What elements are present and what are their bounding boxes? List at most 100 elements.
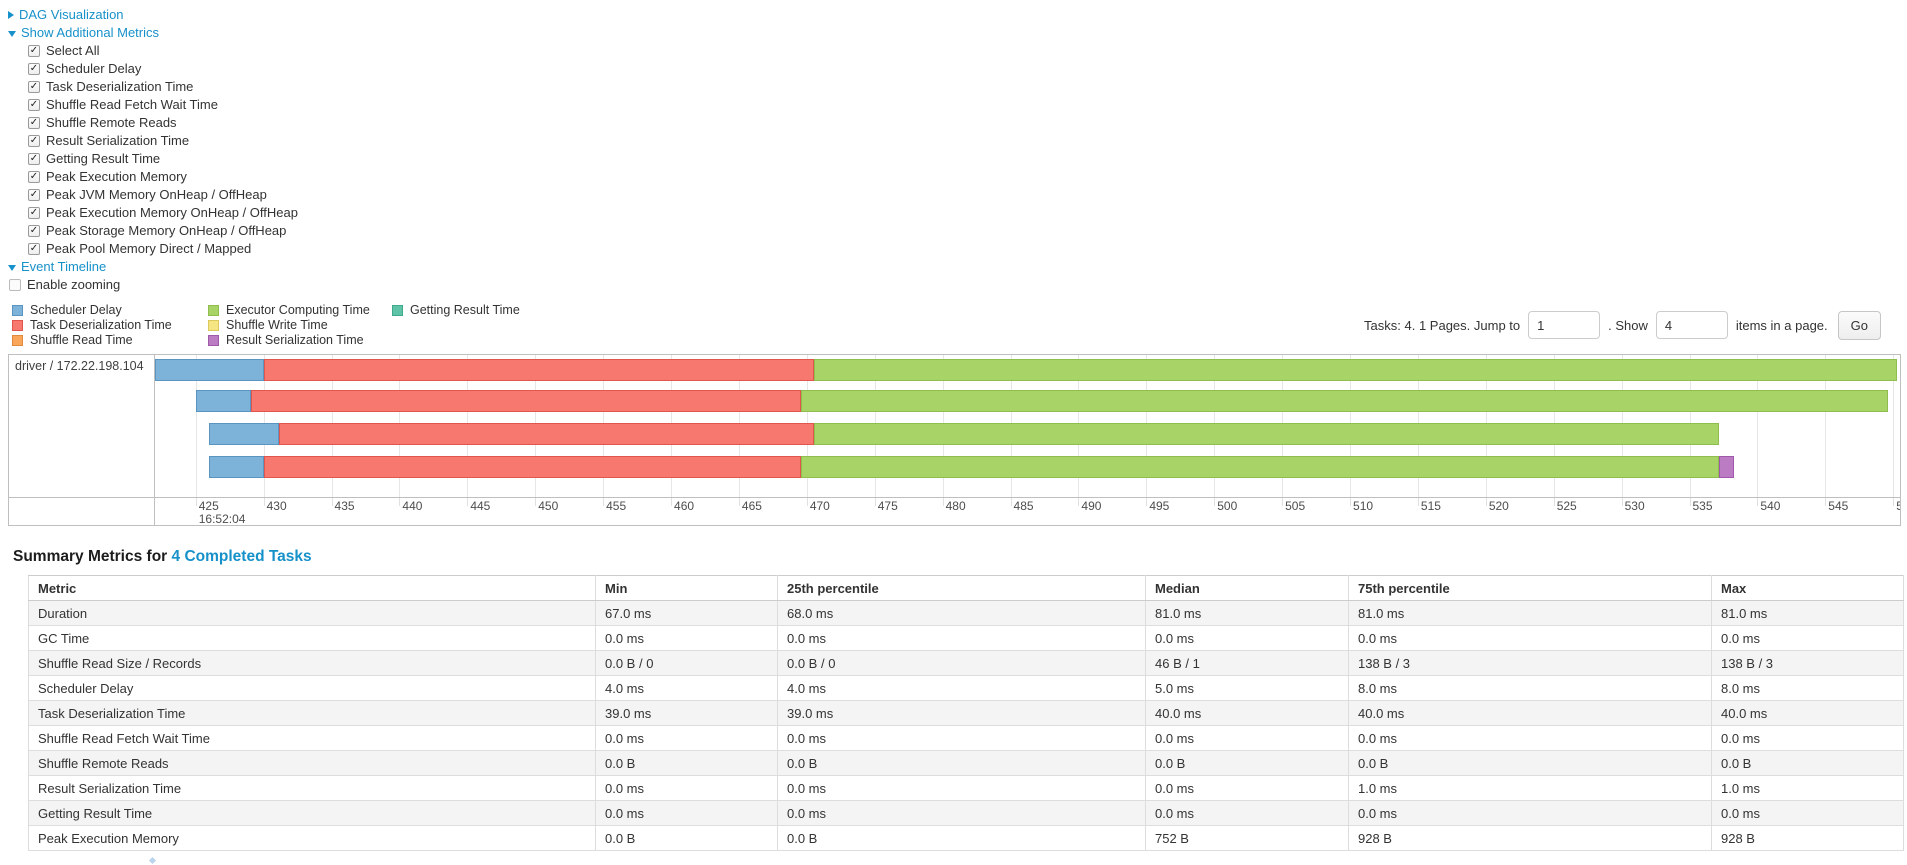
segment-scheduler-delay[interactable]	[195, 390, 252, 412]
pagination-middle: . Show	[1608, 317, 1648, 333]
metric-checkbox[interactable]: ✓	[28, 153, 40, 165]
segment-task-deserialization[interactable]	[263, 456, 802, 478]
segment-scheduler-delay[interactable]	[209, 423, 279, 445]
jump-to-page-input[interactable]	[1528, 311, 1601, 339]
table-cell: 928 B	[1348, 825, 1712, 851]
table-cell: 0.0 ms	[1711, 625, 1904, 651]
metric-name-cell: Getting Result Time	[28, 800, 596, 826]
table-cell: 0.0 B	[1711, 750, 1904, 776]
segment-scheduler-delay[interactable]	[155, 359, 264, 381]
metric-checkbox[interactable]: ✓	[28, 99, 40, 111]
table-cell: 0.0 ms	[1348, 725, 1712, 751]
segment-task-deserialization[interactable]	[278, 423, 814, 445]
dag-visualization-label: DAG Visualization	[19, 7, 124, 22]
event-timeline-label: Event Timeline	[21, 259, 107, 274]
segment-executor-computing[interactable]	[813, 359, 1898, 381]
segment-task-deserialization[interactable]	[251, 390, 802, 412]
metric-checkbox-label: Peak Execution Memory	[46, 169, 187, 184]
enable-zooming-checkbox[interactable]	[9, 279, 21, 291]
metric-checkbox-row: ✓ Peak JVM Memory OnHeap / OffHeap	[28, 186, 1901, 204]
table-cell: 0.0 ms	[1348, 800, 1712, 826]
segment-result-serialization[interactable]	[1719, 456, 1735, 478]
axis-tick-label: 500	[1217, 499, 1238, 513]
axis-tick	[263, 498, 265, 506]
metric-checkbox-label: Peak JVM Memory OnHeap / OffHeap	[46, 187, 267, 202]
table-cell: 68.0 ms	[777, 600, 1146, 626]
table-cell: 8.0 ms	[1348, 675, 1712, 701]
metric-checkbox-label: Task Deserialization Time	[46, 79, 194, 94]
items-per-page-input[interactable]	[1655, 311, 1728, 339]
segment-executor-computing[interactable]	[801, 390, 1888, 412]
axis-tick-label: 465	[741, 499, 762, 513]
event-timeline-toggle[interactable]: Event Timeline	[8, 258, 106, 276]
summary-title-prefix: Summary Metrics for	[13, 548, 168, 565]
axis-tick	[1146, 498, 1148, 506]
table-cell: 40.0 ms	[1145, 700, 1349, 726]
axis-tick-label: 430	[266, 499, 287, 513]
go-button[interactable]: Go	[1837, 310, 1881, 340]
metric-checkbox[interactable]: ✓	[28, 225, 40, 237]
segment-executor-computing[interactable]	[801, 456, 1720, 478]
metric-checkbox-row: ✓ Peak Storage Memory OnHeap / OffHeap	[28, 222, 1901, 240]
metric-checkbox[interactable]: ✓	[28, 207, 40, 219]
legend-swatch-icon	[208, 304, 219, 316]
timeline-plot-area	[155, 355, 1900, 497]
table-cell: 0.0 ms	[777, 725, 1146, 751]
axis-tick-label: 480	[945, 499, 966, 513]
table-cell: 0.0 ms	[595, 725, 778, 751]
metric-name-cell: Scheduler Delay	[28, 675, 596, 701]
timeline-gridline	[1825, 355, 1827, 497]
table-row: Duration 67.0 ms 68.0 ms 81.0 ms 81.0 ms 81.0…	[28, 600, 1904, 626]
metric-checkbox[interactable]: ✓	[28, 117, 40, 129]
legend-item: Shuffle Read Time	[12, 333, 208, 348]
column-header: 25th percentile	[777, 575, 1146, 601]
metric-name-cell: Shuffle Read Fetch Wait Time	[28, 725, 596, 751]
legend-column: Getting Result Time	[392, 303, 520, 318]
table-row: Task Deserialization Time 39.0 ms 39.0 ms 4…	[28, 700, 1904, 726]
metric-checkbox[interactable]: ✓	[28, 189, 40, 201]
timeline-time-axis: 425 430 435 440 445 450 455 460 465 470 475 480 485 4…	[155, 498, 1900, 525]
table-cell: 752 B	[1145, 825, 1349, 851]
axis-tick-label: 455	[606, 499, 627, 513]
column-header: 75th percentile	[1348, 575, 1712, 601]
axis-tick	[1689, 498, 1691, 506]
legend-label: Result Serialization Time	[226, 332, 364, 347]
legend-item: Shuffle Write Time	[208, 318, 392, 333]
legend-label: Executor Computing Time	[226, 302, 370, 317]
table-cell: 81.0 ms	[1145, 600, 1349, 626]
timeline-gridline	[195, 355, 197, 497]
metric-checkbox[interactable]: ✓	[28, 243, 40, 255]
metric-checkbox[interactable]: ✓	[28, 45, 40, 57]
metric-checkbox[interactable]: ✓	[28, 135, 40, 147]
segment-executor-computing[interactable]	[813, 423, 1720, 445]
summary-metrics-table: Metric Min 25th percentile Median 75th perce…	[28, 575, 1904, 851]
segment-task-deserialization[interactable]	[263, 359, 814, 381]
completed-tasks-link[interactable]: 4 Completed Tasks	[171, 548, 312, 565]
legend-column: Executor Computing Time Shuffle Write Tim…	[208, 303, 392, 348]
table-row: Peak Execution Memory 0.0 B 0.0 B 752 B 928 …	[28, 825, 1904, 851]
timeline-gridline	[1757, 355, 1759, 497]
metric-checkbox[interactable]: ✓	[28, 81, 40, 93]
axis-tick	[1350, 498, 1352, 506]
collapsed-arrow-icon	[8, 11, 14, 19]
pagination-prefix: Tasks: 4. 1 Pages. Jump to	[1364, 317, 1521, 333]
axis-tick-label: 535	[1692, 499, 1713, 513]
axis-tick-label: 495	[1149, 499, 1170, 513]
dag-visualization-toggle[interactable]: DAG Visualization	[8, 6, 124, 24]
axis-tick-label: 520	[1488, 499, 1509, 513]
segment-scheduler-delay[interactable]	[209, 456, 264, 478]
metric-checkbox-label: Peak Execution Memory OnHeap / OffHeap	[46, 205, 298, 220]
metric-name-cell: Shuffle Read Size / Records	[28, 650, 596, 676]
table-cell: 0.0 B	[595, 825, 778, 851]
column-header: Median	[1145, 575, 1349, 601]
table-cell: 81.0 ms	[1348, 600, 1712, 626]
show-additional-metrics-toggle[interactable]: Show Additional Metrics	[8, 24, 159, 42]
axis-tick	[1282, 498, 1284, 506]
axis-tick	[1010, 498, 1012, 506]
axis-tick	[1893, 498, 1895, 506]
metric-checkbox[interactable]: ✓	[28, 63, 40, 75]
metric-checkbox-row: ✓ Getting Result Time	[28, 150, 1901, 168]
axis-tick	[806, 498, 808, 506]
metric-checkbox[interactable]: ✓	[28, 171, 40, 183]
table-cell: 81.0 ms	[1711, 600, 1904, 626]
